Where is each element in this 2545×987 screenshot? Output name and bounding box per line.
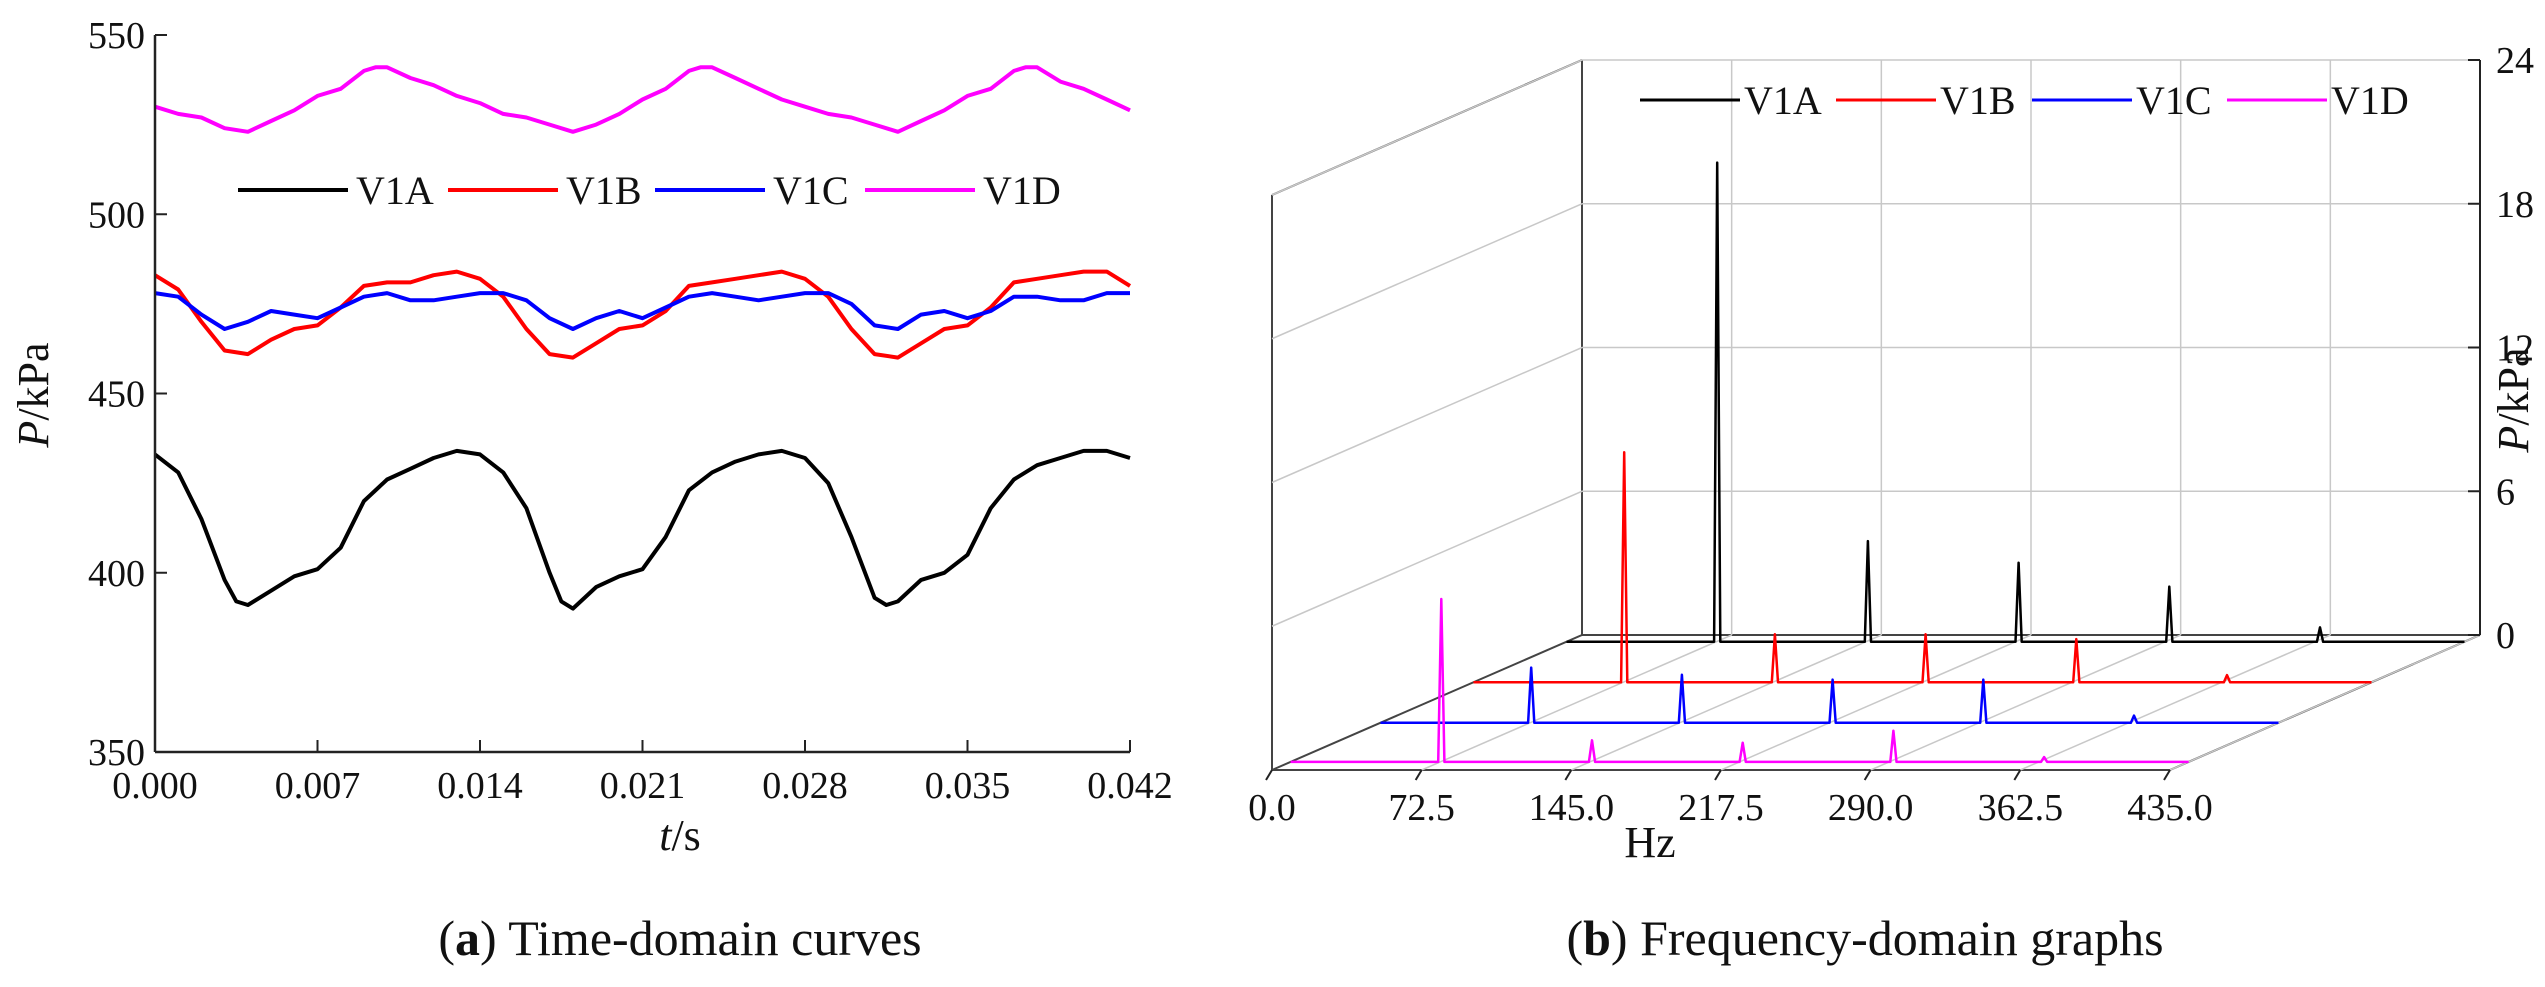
frequency-legend-label-v1c: V1C: [2136, 78, 2212, 123]
frequency-series-v1d: [1290, 597, 2189, 764]
wall-grid-horizontal: [1271, 346, 2480, 484]
wall-grid-horizontal: [1271, 203, 2480, 340]
time-domain-axes: 0.000 0.007 0.014 0.021 0.028 0.035 0.042 350 40…: [88, 15, 1173, 807]
floor-grid-line: [2020, 634, 2331, 771]
time-domain-series-v1c: [154, 291, 1130, 331]
frequency-x-tick-label: 72.5: [1388, 787, 1455, 829]
time-domain-y-tick-label: 350: [88, 732, 145, 774]
frequency-x-tick-label: 0.0: [1248, 787, 1296, 829]
frequency-x-tick-mark: [1564, 769, 1573, 781]
wall-grid-horizontal: [1271, 59, 2480, 196]
frequency-x-tick-label: 217.5: [1678, 787, 1764, 829]
floor-grid-line: [1421, 634, 1732, 771]
frequency-z-tick-label: 12: [2496, 328, 2534, 370]
time-domain-legend-label-v1c: V1C: [773, 168, 849, 213]
frequency-x-tick-label: 362.5: [1978, 787, 2064, 829]
caption-b: (b) Frequency-domain graphs: [1566, 910, 2163, 966]
time-domain-chart: 0.000 0.007 0.014 0.021 0.028 0.035 0.042 350 40…: [9, 15, 1173, 966]
time-domain-x-tick-label: 0.021: [600, 765, 686, 807]
frequency-domain-chart: 0.0 72.5 145.0 217.5 290.0 362.5 435.0 0 6 12 18 24…: [1248, 40, 2538, 966]
time-domain-y-tick-label: 500: [88, 194, 145, 236]
time-domain-y-tick-label: 550: [88, 15, 145, 57]
time-domain-series-v1b: [153, 269, 1132, 360]
wall-grid-horizontal: [1271, 490, 2480, 627]
frequency-x-tick-mark: [2163, 769, 2171, 781]
time-domain-series-v1a: [153, 448, 1131, 611]
frequency-x-tick-mark: [1863, 769, 1872, 781]
frequency-series-v1b: [1473, 451, 2372, 684]
frequency-domain-series: [1290, 161, 2465, 764]
frequency-x-tick-mark: [1265, 769, 1273, 781]
frequency-x-tick-mark: [2013, 769, 2022, 781]
time-domain-legend-label-v1a: V1A: [356, 168, 434, 213]
frequency-domain-x-axis-label: Hz: [1624, 818, 1675, 867]
caption-a: (a) Time-domain curves: [438, 910, 921, 966]
time-domain-legend: V1A V1B V1C V1D: [238, 168, 1061, 213]
frequency-legend-label-v1d: V1D: [2331, 78, 2409, 123]
frequency-x-tick-mark: [1714, 769, 1722, 781]
frequency-legend-label-v1a: V1A: [1744, 78, 1822, 123]
time-domain-x-tick-label: 0.028: [762, 765, 848, 807]
time-domain-x-tick-label: 0.007: [275, 765, 361, 807]
frequency-domain-3d-frame: [1271, 59, 2481, 771]
time-domain-x-tick-label: 0.000: [112, 765, 198, 807]
frequency-series-v1a: [1566, 161, 2465, 644]
floor-grid-line: [1870, 634, 2181, 771]
frequency-x-tick-label: 435.0: [2127, 787, 2213, 829]
frequency-x-tick-mark: [1414, 769, 1423, 781]
frequency-x-tick-label: 145.0: [1529, 787, 1615, 829]
time-domain-x-axis-label: t/s: [659, 811, 701, 860]
time-domain-x-tick-label: 0.042: [1087, 765, 1173, 807]
frequency-domain-legend: V1A V1B V1C V1D: [1640, 78, 2409, 123]
frequency-z-tick-label: 0: [2496, 615, 2515, 657]
time-domain-legend-label-v1b: V1B: [566, 168, 642, 213]
frequency-z-tick-label: 6: [2496, 471, 2515, 513]
frequency-domain-axes: 0.0 72.5 145.0 217.5 290.0 362.5 435.0 0 6 12 18 24: [1248, 40, 2534, 829]
frequency-legend-label-v1b: V1B: [1940, 78, 2016, 123]
time-domain-x-tick-label: 0.035: [925, 765, 1011, 807]
floor-grid-line: [1571, 634, 1882, 771]
frequency-domain-z-axis-label: P/kPa: [2489, 347, 2538, 453]
floor-grid-line: [2169, 634, 2481, 771]
floor-left-edge: [1271, 634, 1583, 771]
frequency-x-tick-label: 290.0: [1828, 787, 1914, 829]
time-domain-series-v1d: [154, 65, 1131, 134]
floor-grid-line: [1720, 634, 2032, 771]
time-domain-y-axis-label: P/kPa: [9, 342, 58, 448]
time-domain-series: [153, 65, 1132, 611]
time-domain-y-tick-label: 400: [88, 553, 145, 595]
time-domain-legend-label-v1d: V1D: [983, 168, 1061, 213]
time-domain-y-tick-label: 450: [88, 374, 145, 416]
frequency-z-tick-label: 18: [2496, 184, 2534, 226]
frequency-series-v1c: [1380, 666, 2279, 725]
frequency-z-tick-label: 24: [2496, 40, 2534, 82]
time-domain-x-tick-label: 0.014: [437, 765, 523, 807]
